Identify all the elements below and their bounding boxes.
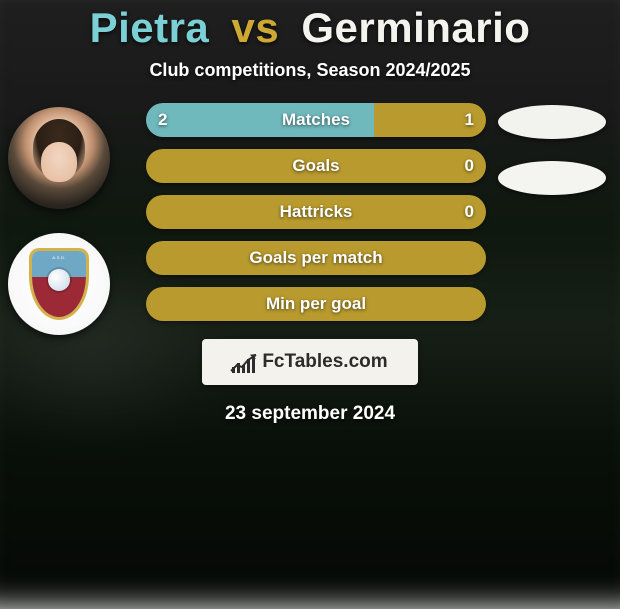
brand-name: FcTables bbox=[262, 351, 343, 372]
title-vs: vs bbox=[231, 4, 279, 51]
stat-segment-player1 bbox=[146, 103, 374, 137]
brand-box: FcTables.com bbox=[202, 339, 418, 385]
bar-chart-icon bbox=[232, 351, 256, 373]
trend-line-icon bbox=[230, 353, 258, 375]
club-crest: A.S.D. bbox=[29, 248, 89, 320]
crest-bottom bbox=[32, 277, 86, 317]
crest-text: A.S.D. bbox=[32, 255, 86, 260]
oval-player1 bbox=[498, 105, 606, 139]
stat-row: Goals per match bbox=[146, 241, 486, 275]
stat-value-player1: 2 bbox=[158, 103, 167, 137]
title-player1: Pietra bbox=[90, 4, 210, 51]
stat-value-player2: 1 bbox=[465, 103, 474, 137]
avatar-player2-club-crest: A.S.D. bbox=[8, 233, 110, 335]
brand-text: FcTables.com bbox=[262, 351, 387, 373]
stat-segment-player2 bbox=[146, 195, 486, 229]
infographic-container: Pietra vs Germinario Club competitions, … bbox=[0, 0, 620, 580]
stat-segment-player2 bbox=[146, 241, 486, 275]
player-color-ovals bbox=[498, 105, 606, 195]
stat-segment-player2 bbox=[146, 287, 486, 321]
brand-suffix: .com bbox=[343, 351, 387, 372]
avatar-player1 bbox=[8, 107, 110, 209]
stat-row: Matches21 bbox=[146, 103, 486, 137]
stats-area: A.S.D. Matches21Goals0Hattricks0Goals pe… bbox=[0, 103, 620, 321]
subtitle: Club competitions, Season 2024/2025 bbox=[149, 60, 470, 81]
stat-value-player2: 0 bbox=[465, 149, 474, 183]
date-text: 23 september 2024 bbox=[225, 403, 395, 425]
stat-segment-player2 bbox=[146, 149, 486, 183]
stat-value-player2: 0 bbox=[465, 195, 474, 229]
avatars-column: A.S.D. bbox=[8, 107, 110, 335]
title-player2: Germinario bbox=[301, 4, 530, 51]
stat-rows: Matches21Goals0Hattricks0Goals per match… bbox=[146, 103, 486, 321]
page-title: Pietra vs Germinario bbox=[90, 4, 531, 52]
stat-row: Min per goal bbox=[146, 287, 486, 321]
oval-player2 bbox=[498, 161, 606, 195]
stat-row: Hattricks0 bbox=[146, 195, 486, 229]
stat-row: Goals0 bbox=[146, 149, 486, 183]
